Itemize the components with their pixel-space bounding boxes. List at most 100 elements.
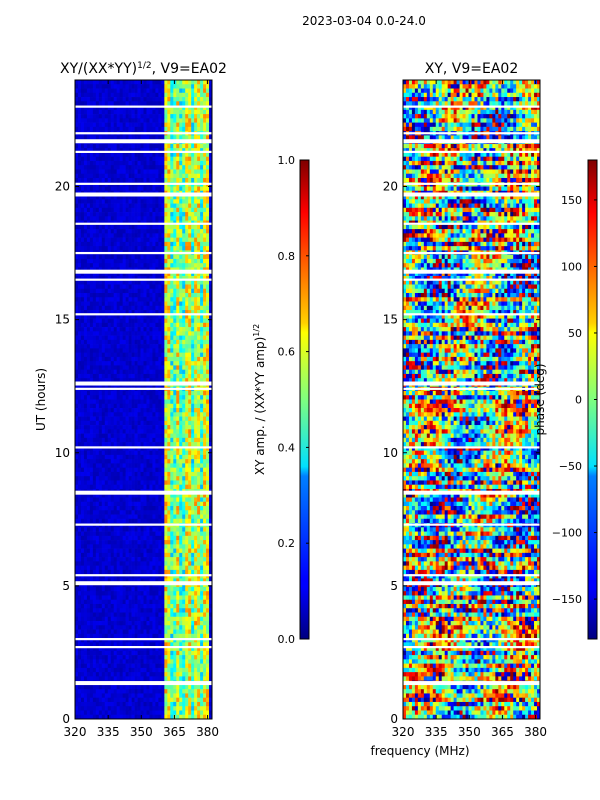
heatmap-cell bbox=[110, 207, 115, 213]
heatmap-cell bbox=[188, 173, 192, 179]
heatmap-cell bbox=[164, 408, 168, 413]
heatmap-cell bbox=[98, 527, 103, 532]
heatmap-cell bbox=[134, 114, 138, 119]
heatmap-cell bbox=[185, 80, 189, 85]
heatmap-cell bbox=[104, 378, 109, 383]
heatmap-cell bbox=[92, 450, 97, 456]
heatmap-cell bbox=[131, 484, 135, 490]
heatmap-cell bbox=[95, 143, 100, 149]
heatmap-cell bbox=[98, 425, 103, 430]
heatmap-cell bbox=[182, 527, 186, 532]
heatmap-cell bbox=[131, 476, 135, 481]
heatmap-cell bbox=[131, 109, 135, 115]
heatmap-cell bbox=[125, 233, 129, 238]
heatmap-cell bbox=[89, 514, 94, 520]
heatmap-cell bbox=[89, 339, 94, 345]
heatmap-cell bbox=[125, 535, 129, 541]
heatmap-cell bbox=[152, 373, 156, 379]
heatmap-cell bbox=[179, 378, 183, 383]
heatmap-cell bbox=[113, 284, 118, 290]
heatmap-cell bbox=[125, 212, 129, 217]
heatmap-cell bbox=[107, 109, 112, 115]
heatmap-cell bbox=[116, 148, 121, 153]
heatmap-cell bbox=[149, 284, 153, 290]
heatmap-cell bbox=[191, 471, 195, 477]
heatmap-cell bbox=[89, 305, 94, 311]
heatmap-cell bbox=[155, 518, 159, 524]
heatmap-cell bbox=[173, 395, 177, 400]
heatmap-cell bbox=[197, 348, 201, 353]
heatmap-cell bbox=[197, 92, 201, 98]
heatmap-cell bbox=[149, 506, 153, 511]
heatmap-cell bbox=[122, 395, 126, 400]
heatmap-cell bbox=[167, 254, 171, 260]
heatmap-cell bbox=[182, 160, 186, 166]
heatmap-cell bbox=[182, 301, 186, 307]
heatmap-cell bbox=[185, 122, 189, 128]
heatmap-cell bbox=[80, 135, 85, 140]
heatmap-cell bbox=[146, 356, 150, 362]
heatmap-cell bbox=[191, 246, 195, 251]
heatmap-cell bbox=[200, 450, 204, 456]
heatmap-cell bbox=[131, 493, 135, 498]
heatmap-cell bbox=[185, 92, 189, 98]
heatmap-cell bbox=[104, 237, 109, 243]
heatmap-cell bbox=[110, 212, 115, 217]
heatmap-cell bbox=[116, 327, 121, 332]
heatmap-cell bbox=[209, 463, 212, 469]
heatmap-cell bbox=[197, 109, 201, 115]
heatmap-cell bbox=[125, 254, 129, 260]
heatmap-cell bbox=[80, 501, 85, 507]
heatmap-cell bbox=[185, 203, 189, 209]
heatmap-cell bbox=[170, 165, 174, 170]
heatmap-cell bbox=[89, 229, 94, 234]
heatmap-cell bbox=[119, 467, 123, 473]
heatmap-cell bbox=[75, 322, 79, 328]
heatmap-cell bbox=[191, 327, 195, 332]
heatmap-cell bbox=[77, 118, 82, 123]
heatmap-cell bbox=[119, 450, 123, 456]
heatmap-cell bbox=[206, 305, 210, 311]
heatmap-cell bbox=[173, 454, 177, 460]
heatmap-cell bbox=[131, 442, 135, 447]
heatmap-cell bbox=[161, 348, 165, 353]
heatmap-cell bbox=[182, 395, 186, 400]
heatmap-cell bbox=[173, 416, 177, 422]
heatmap-cell bbox=[128, 527, 132, 532]
heatmap-cell bbox=[75, 263, 79, 268]
heatmap-cell bbox=[113, 459, 118, 464]
heatmap-cell bbox=[164, 118, 168, 123]
heatmap-cell bbox=[200, 258, 204, 264]
heatmap-cell bbox=[134, 365, 138, 371]
heatmap-cell bbox=[152, 148, 156, 153]
heatmap-cell bbox=[173, 429, 177, 434]
heatmap-cell bbox=[146, 501, 150, 507]
heatmap-cell bbox=[101, 80, 106, 85]
heatmap-cell bbox=[170, 480, 174, 486]
heatmap-cell bbox=[203, 399, 207, 405]
heatmap-cell bbox=[176, 241, 180, 247]
heatmap-cell bbox=[80, 437, 85, 443]
heatmap-cell bbox=[194, 126, 198, 132]
heatmap-cell bbox=[143, 403, 147, 409]
heatmap-cell bbox=[161, 361, 165, 366]
heatmap-cell bbox=[113, 318, 118, 324]
heatmap-cell bbox=[98, 420, 103, 426]
heatmap-cell bbox=[128, 442, 132, 447]
heatmap-cell bbox=[89, 84, 94, 89]
heatmap-cell bbox=[182, 109, 186, 115]
heatmap-cell bbox=[110, 263, 115, 268]
heatmap-cell bbox=[197, 160, 201, 166]
heatmap-cell bbox=[104, 531, 109, 537]
heatmap-cell bbox=[113, 165, 118, 170]
heatmap-cell bbox=[140, 412, 144, 417]
heatmap-cell bbox=[134, 237, 138, 243]
heatmap-cell bbox=[209, 80, 212, 85]
heatmap-cell bbox=[116, 293, 121, 298]
heatmap-cell bbox=[134, 203, 138, 209]
heatmap-cell bbox=[89, 195, 94, 200]
heatmap-cell bbox=[176, 318, 180, 324]
heatmap-cell bbox=[179, 527, 183, 532]
heatmap-cell bbox=[80, 258, 85, 264]
heatmap-cell bbox=[125, 327, 129, 332]
